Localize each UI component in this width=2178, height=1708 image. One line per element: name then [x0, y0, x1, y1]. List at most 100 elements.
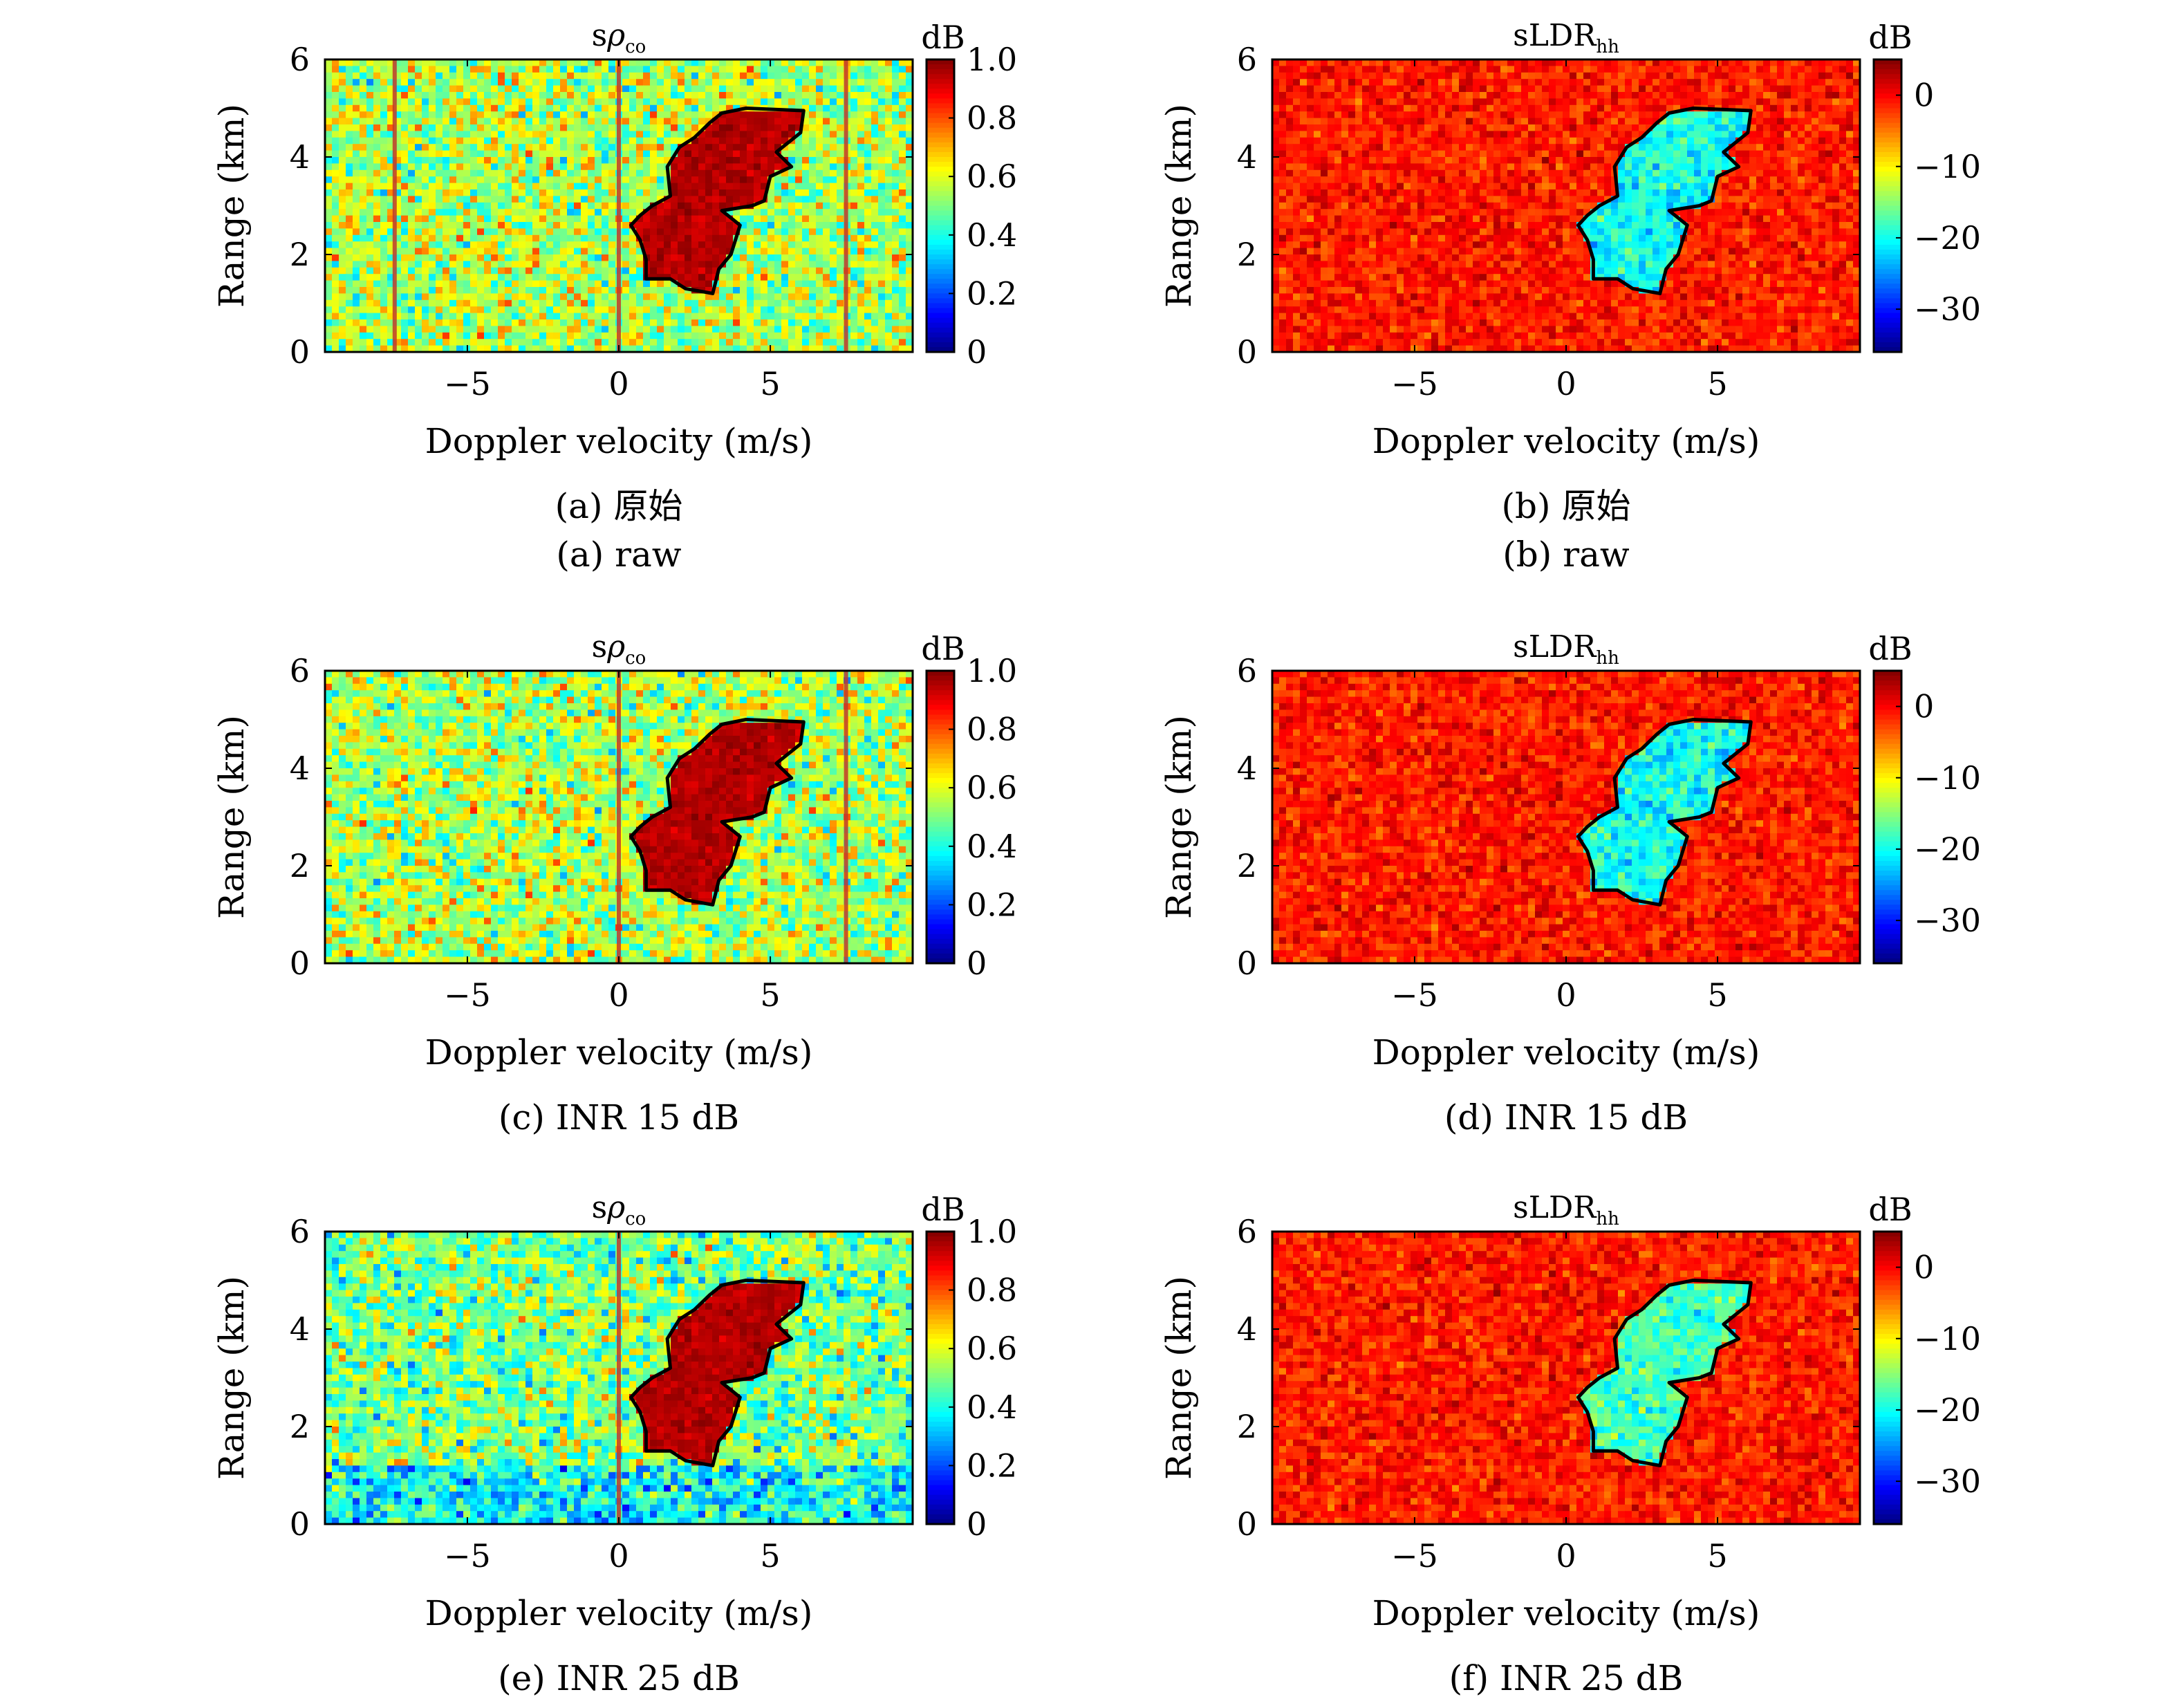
x-tick-label: 0 [608, 365, 629, 402]
colorbar-tick-label: 0 [1914, 688, 1934, 725]
heatmap-cells [1272, 59, 1861, 353]
colorbar-frame [1872, 669, 1903, 965]
colorbar-tick-label: 0 [1914, 77, 1934, 114]
title-main: s [592, 629, 608, 665]
artifact-line [844, 59, 848, 352]
x-tick-label: 5 [760, 365, 780, 402]
y-tick-label: 0 [1237, 1505, 1257, 1543]
colorbar-frame [925, 1230, 956, 1525]
x-tick-label: 0 [1556, 976, 1576, 1014]
panel-d: −5 0 5 0 2 4 6 Doppler velocity (m/s) Range (km)… [1159, 629, 1981, 1138]
heatmap-cells [325, 59, 913, 353]
y-tick-label: 6 [290, 41, 310, 78]
title-greek: ρ [606, 18, 625, 53]
title-main: s [592, 1190, 608, 1225]
colorbar-tick-label: −30 [1914, 902, 1981, 939]
panel-caption: (a) raw [556, 535, 681, 575]
x-tick-label: −5 [444, 976, 491, 1014]
colorbar-tick-label: 1.0 [967, 1213, 1017, 1250]
title-main: sLDR [1513, 629, 1597, 665]
artifact-line [617, 1232, 621, 1524]
title-main: sLDR [1513, 1190, 1597, 1225]
colorbar-tick-label: 0 [967, 945, 987, 982]
x-tick-label: 5 [1707, 976, 1727, 1014]
colorbar-frame [925, 669, 956, 965]
artifact-line [617, 671, 621, 963]
x-axis-label: Doppler velocity (m/s) [1372, 1032, 1760, 1073]
colorbar-tick-label: −20 [1914, 219, 1981, 257]
y-tick-label: 0 [1237, 945, 1257, 982]
artifact-line [844, 671, 848, 963]
colorbar-tick-label: 0.6 [967, 769, 1017, 806]
panel-title: sρco [592, 629, 646, 669]
x-tick-label: 0 [608, 1537, 629, 1575]
panel-c: −5 0 5 0 2 4 6 Doppler velocity (m/s) Range (km)… [212, 629, 1017, 1138]
x-axis-label: Doppler velocity (m/s) [425, 1593, 813, 1633]
y-tick-label: 0 [290, 1505, 310, 1543]
y-tick-label: 2 [1237, 847, 1257, 884]
x-tick-label: 5 [1707, 365, 1727, 402]
y-tick-label: 0 [290, 333, 310, 371]
y-axis-label: Range (km) [212, 104, 252, 308]
colorbar-unit: dB [1868, 1191, 1912, 1228]
colorbar: −30 −20 −10 0dB [1868, 19, 1981, 353]
y-tick-label: 0 [290, 945, 310, 982]
panel-caption: (b) 原始 [1502, 486, 1631, 526]
x-tick-label: −5 [1391, 1537, 1438, 1575]
x-axis-label: Doppler velocity (m/s) [1372, 421, 1760, 461]
y-tick-label: 4 [290, 750, 310, 787]
y-axis-label: Range (km) [1159, 1276, 1199, 1480]
signal-contour [629, 1279, 806, 1467]
y-tick-label: 6 [1237, 41, 1257, 78]
colorbar-tick-label: −10 [1914, 1320, 1981, 1357]
colorbar-unit: dB [1868, 630, 1912, 667]
panel-title: sLDRhh [1513, 18, 1619, 57]
panel-b: −5 0 5 0 2 4 6 Doppler velocity (m/s) Range (km)… [1159, 18, 1981, 575]
colorbar-tick-label: −20 [1914, 1391, 1981, 1429]
colorbar-unit: dB [921, 630, 965, 667]
y-tick-label: 4 [1237, 1310, 1257, 1348]
colorbar: 0 0.2 0.4 0.6 0.8 1.0dB [921, 1191, 1017, 1543]
signal-contour [629, 718, 806, 907]
y-tick-label: 0 [1237, 333, 1257, 371]
title-greek: ρ [606, 1190, 625, 1225]
y-tick-label: 4 [290, 1310, 310, 1348]
heatmap-cells [1272, 1232, 1861, 1525]
colorbar-frame [1872, 1230, 1903, 1525]
panel-f: −5 0 5 0 2 4 6 Doppler velocity (m/s) Range (km)… [1159, 1190, 1981, 1698]
y-tick-label: 4 [1237, 750, 1257, 787]
colorbar-tick-label: 0.4 [967, 1389, 1017, 1426]
y-tick-label: 2 [1237, 1408, 1257, 1445]
title-subscript: hh [1596, 37, 1619, 57]
colorbar-tick-label: −30 [1914, 1463, 1981, 1500]
artifact-line [392, 59, 397, 352]
heatmap-cells [325, 1232, 913, 1525]
panel-e: −5 0 5 0 2 4 6 Doppler velocity (m/s) Range (km)… [212, 1190, 1017, 1698]
signal-contour [1576, 718, 1753, 907]
title-subscript: co [625, 648, 646, 669]
y-tick-label: 6 [290, 652, 310, 689]
colorbar-tick-label: 0.8 [967, 711, 1017, 748]
x-tick-label: −5 [1391, 976, 1438, 1014]
panel-title: sρco [592, 1190, 646, 1229]
colorbar-tick-label: 1.0 [967, 652, 1017, 689]
panel-caption: (e) INR 25 dB [498, 1658, 740, 1698]
x-tick-label: 0 [608, 976, 629, 1014]
colorbar: 0 0.2 0.4 0.6 0.8 1.0dB [921, 19, 1017, 371]
colorbar-tick-label: 0 [1914, 1249, 1934, 1286]
x-axis-label: Doppler velocity (m/s) [1372, 1593, 1760, 1633]
colorbar-tick-label: 1.0 [967, 41, 1017, 78]
x-tick-label: −5 [444, 365, 491, 402]
colorbar-tick-label: 0 [967, 1505, 987, 1543]
y-tick-label: 2 [290, 1408, 310, 1445]
signal-contour [629, 106, 806, 295]
colorbar-tick-label: 0.6 [967, 1330, 1017, 1367]
signal-contour [1576, 1279, 1753, 1467]
colorbar-unit: dB [921, 19, 965, 56]
y-tick-label: 4 [1237, 138, 1257, 176]
y-tick-label: 2 [290, 847, 310, 884]
y-axis-label: Range (km) [212, 1276, 252, 1480]
colorbar-unit: dB [921, 1191, 965, 1228]
title-main: s [592, 18, 608, 53]
